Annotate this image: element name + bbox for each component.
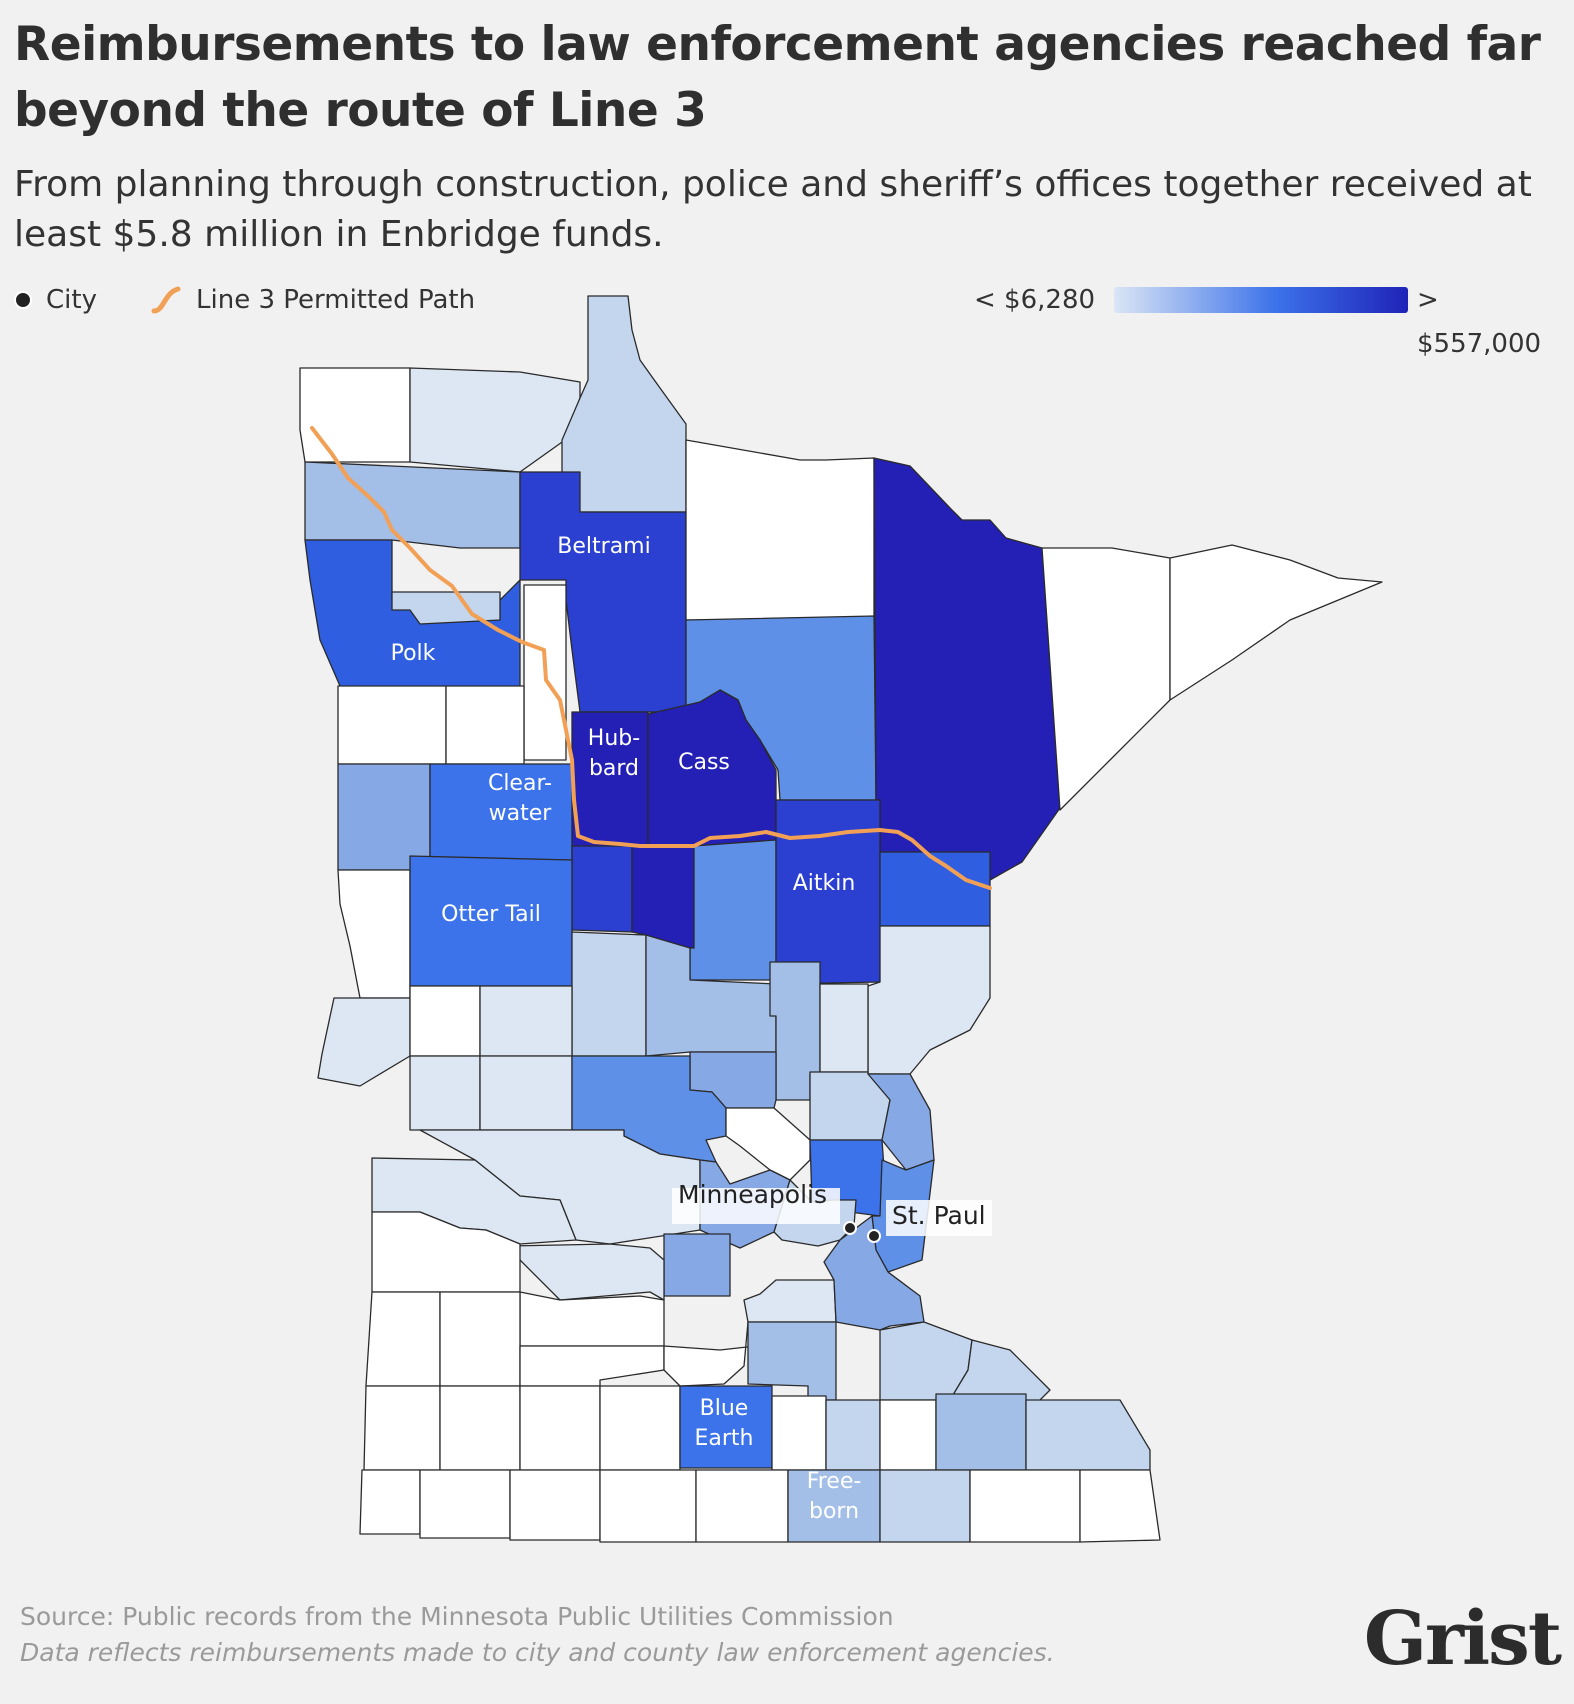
county-6 [304, 539, 521, 691]
county-13 [873, 457, 1061, 881]
county-4 [304, 461, 521, 549]
county-label-ottertail: Otter Tail [441, 902, 541, 927]
legend-gradient-bar [1114, 287, 1408, 313]
legend-city-label: City [46, 285, 97, 315]
county-label-hubbard: Hub-bard [588, 726, 640, 781]
county-48 [663, 1233, 731, 1297]
city-label-minneapolis: Minneapolis [678, 1180, 827, 1209]
county-55 [439, 1291, 521, 1387]
legend-path-label: Line 3 Permitted Path [196, 285, 476, 315]
county-28 [571, 931, 647, 1057]
county-33 [409, 985, 481, 1057]
county-73 [509, 1469, 601, 1541]
county-71 [359, 1469, 421, 1535]
county-79 [1079, 1469, 1161, 1543]
data-note: Data reflects reimbursements made to cit… [20, 1638, 1055, 1667]
legend-max-label: > $557,000 [1417, 285, 1542, 359]
county-63 [519, 1385, 601, 1471]
county-36 [409, 1055, 481, 1131]
county-25 [337, 869, 411, 999]
county-56 [519, 1345, 665, 1387]
county-54 [365, 1291, 441, 1387]
county-11 [685, 439, 875, 621]
county-41 [725, 1107, 811, 1181]
county-64 [599, 1385, 681, 1471]
county-27 [867, 925, 991, 1075]
county-10 [445, 685, 525, 765]
county-label-beltrami: Beltrami [557, 534, 650, 559]
county-66 [771, 1395, 827, 1471]
legend-path: Line 3 Permitted Path [150, 278, 475, 322]
county-9 [337, 685, 447, 765]
county-53 [519, 1291, 665, 1347]
legend: City Line 3 Permitted Path < $6,280 > $5… [14, 278, 1564, 359]
county-18 [337, 763, 431, 871]
legend-city: City [14, 278, 97, 322]
county-15 [1169, 544, 1383, 701]
county-49 [509, 1243, 665, 1301]
county-2 [409, 367, 581, 473]
chart-subtitle: From planning through construction, poli… [14, 164, 1532, 255]
city-dot-icon [14, 291, 32, 309]
source-note: Source: Public records from the Minnesot… [20, 1602, 894, 1631]
county-label-aitkin: Aitkin [793, 871, 856, 896]
county-57 [663, 1321, 773, 1387]
county-61 [363, 1385, 441, 1471]
county-20 [571, 845, 633, 933]
county-68 [879, 1399, 937, 1471]
county-72 [419, 1469, 511, 1539]
county-label-polk: Polk [391, 641, 436, 666]
county-label-blueearth: Blue Earth [695, 1396, 754, 1451]
legend-min-label: < $6,280 [974, 285, 1096, 315]
county-34 [479, 985, 573, 1057]
county-62 [439, 1385, 521, 1471]
county-75 [695, 1469, 789, 1543]
county-70 [1025, 1399, 1151, 1471]
county-67 [825, 1399, 881, 1471]
city-label-stpaul: St. Paul [892, 1201, 986, 1230]
county-31 [819, 983, 869, 1073]
county-37 [479, 1055, 573, 1131]
county-22 [689, 839, 777, 981]
county-78 [969, 1469, 1081, 1543]
county-74 [599, 1469, 697, 1543]
city-label-bg-minneapolis [672, 1188, 840, 1224]
path-swatch-icon [151, 286, 181, 314]
chart-title: Reimbursements to law enforcement agenci… [14, 17, 1541, 138]
county-14 [1041, 547, 1171, 811]
county-label-freeborn: Free-born [807, 1469, 862, 1524]
county-1 [299, 367, 411, 463]
county-50 [743, 1279, 837, 1323]
city-dot-stpaul [867, 1229, 881, 1243]
county-label-cass: Cass [678, 750, 730, 775]
line-3-path [310, 426, 992, 890]
county-32 [317, 997, 411, 1087]
county-label-clearwater: Clear-water [488, 771, 552, 826]
county-77 [879, 1469, 971, 1543]
county-51 [823, 1215, 925, 1331]
city-dot-minneapolis [843, 1221, 857, 1235]
county-69 [935, 1393, 1027, 1471]
grist-logo: Grist [1363, 1596, 1562, 1682]
county-24 [879, 851, 991, 927]
city-label-bg-stpaul [886, 1200, 992, 1236]
county-21 [631, 845, 695, 949]
